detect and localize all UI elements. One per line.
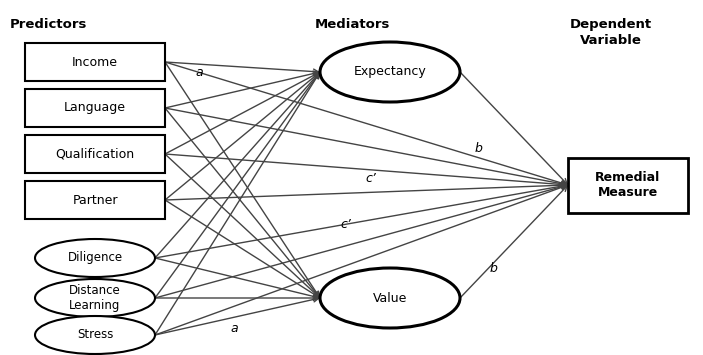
Text: Remedial
Measure: Remedial Measure [595, 171, 661, 199]
Text: Income: Income [72, 55, 118, 69]
Text: Dependent
Variable: Dependent Variable [570, 18, 652, 47]
Text: c’: c’ [340, 218, 351, 231]
Text: Language: Language [64, 102, 126, 115]
Text: Partner: Partner [72, 193, 117, 207]
Text: a: a [195, 66, 202, 80]
Text: b: b [490, 262, 498, 274]
Text: Mediators: Mediators [315, 18, 390, 31]
Ellipse shape [35, 316, 155, 354]
Text: Expectancy: Expectancy [354, 66, 427, 78]
Ellipse shape [35, 279, 155, 317]
Text: Diligence: Diligence [67, 251, 122, 264]
Text: Qualification: Qualification [56, 147, 134, 160]
FancyBboxPatch shape [25, 181, 165, 219]
Ellipse shape [35, 239, 155, 277]
FancyBboxPatch shape [568, 158, 688, 213]
Text: Predictors: Predictors [10, 18, 87, 31]
Text: Distance
Learning: Distance Learning [69, 284, 121, 312]
Text: Value: Value [373, 291, 407, 305]
FancyBboxPatch shape [25, 89, 165, 127]
FancyBboxPatch shape [25, 135, 165, 173]
FancyBboxPatch shape [25, 43, 165, 81]
Ellipse shape [320, 268, 460, 328]
Text: b: b [475, 142, 483, 154]
Ellipse shape [320, 42, 460, 102]
Text: Stress: Stress [77, 328, 113, 342]
Text: a: a [230, 322, 238, 334]
Text: c’: c’ [365, 171, 376, 185]
